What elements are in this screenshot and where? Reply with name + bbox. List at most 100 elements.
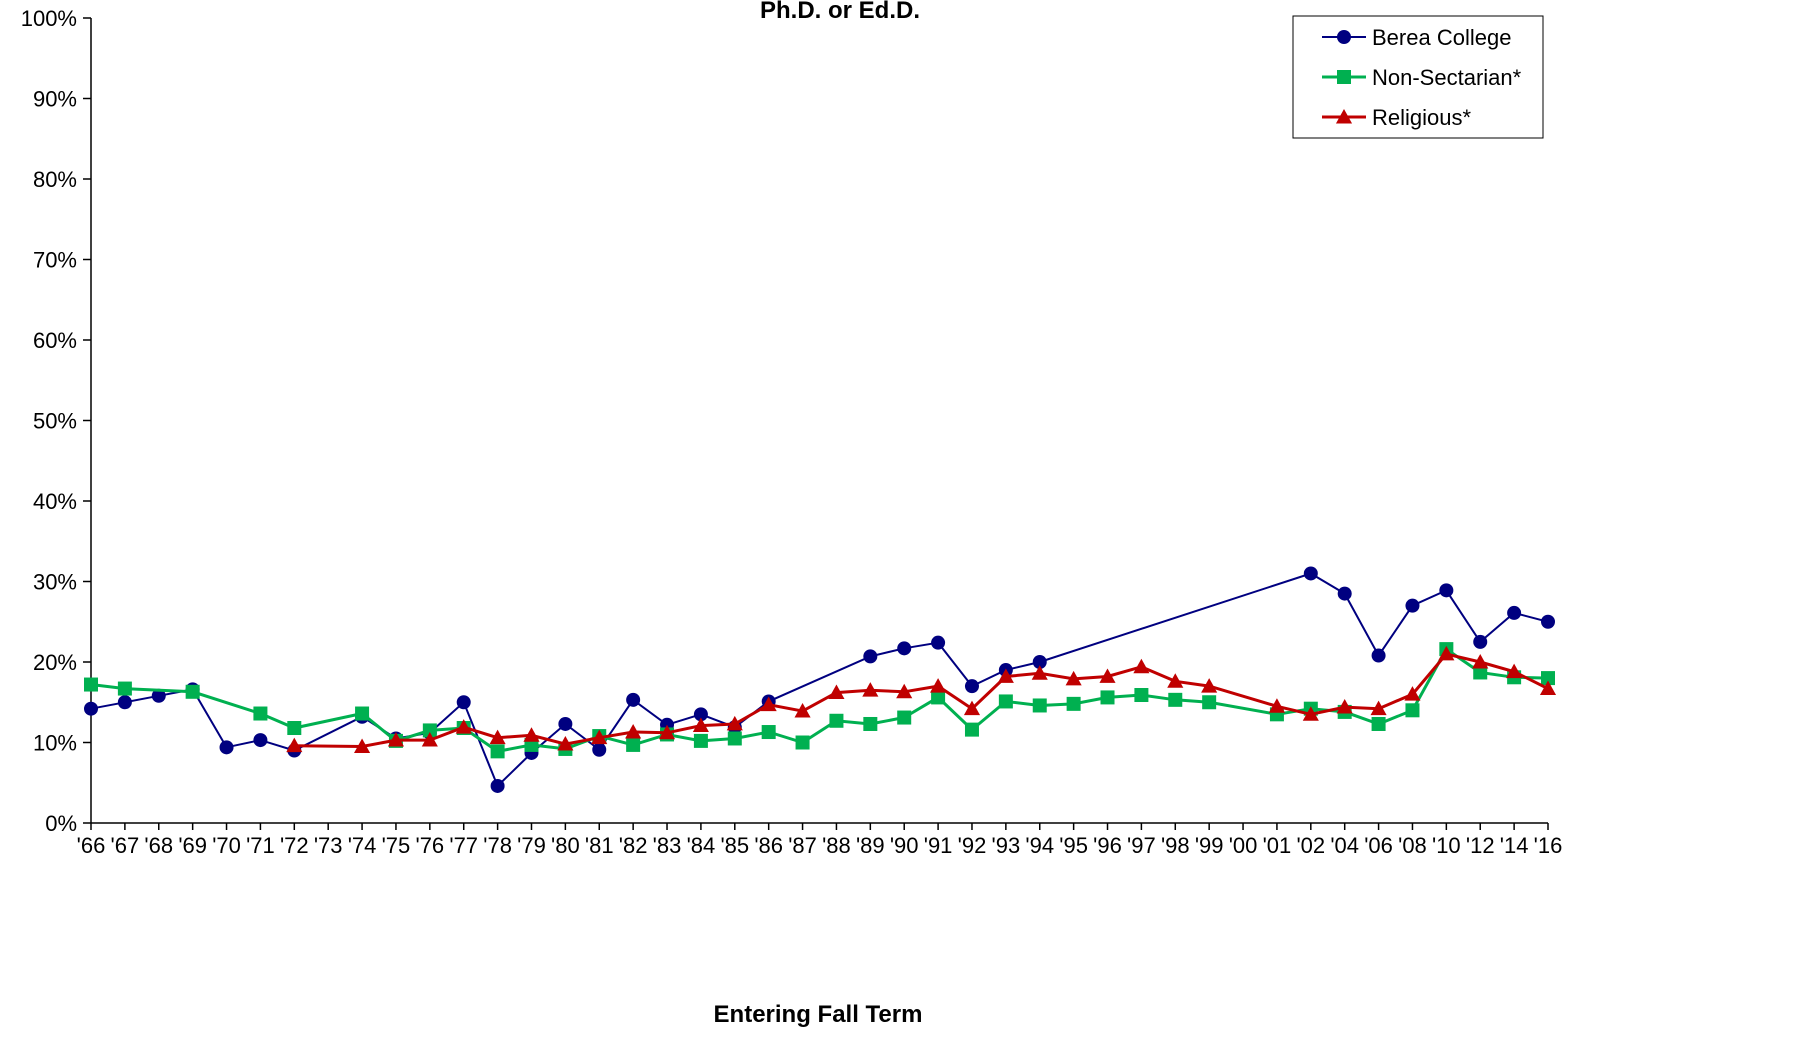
data-point [1099, 668, 1116, 683]
y-tick-label: 100% [21, 6, 77, 31]
x-tick-label: '69 [178, 833, 207, 858]
x-tick-label: '79 [517, 833, 546, 858]
data-point [489, 729, 506, 745]
data-point [828, 684, 845, 700]
x-tick-label: '87 [788, 833, 817, 858]
data-point [760, 696, 777, 712]
data-point [1202, 695, 1217, 710]
data-point [1168, 692, 1183, 707]
data-point [897, 641, 912, 656]
x-tick-label: '97 [1127, 833, 1156, 858]
data-point [862, 682, 879, 697]
series-3 [286, 645, 1557, 753]
data-point [863, 649, 878, 664]
legend-swatch-marker [1337, 70, 1351, 84]
data-point [355, 706, 370, 721]
data-point [1303, 566, 1318, 581]
x-tick-label: '70 [212, 833, 241, 858]
data-point [421, 732, 438, 747]
data-point [761, 725, 776, 740]
data-point [964, 722, 979, 737]
data-point [253, 733, 268, 748]
data-point [84, 677, 98, 692]
data-point [1541, 614, 1555, 629]
x-tick-label: '90 [890, 833, 919, 858]
data-point [1066, 696, 1081, 711]
legend-item: Berea College [1322, 25, 1511, 50]
data-point [1439, 583, 1454, 598]
data-point [692, 717, 709, 733]
data-point [1133, 658, 1150, 674]
x-axis-title: Entering Fall Term [714, 1001, 923, 1028]
x-tick-label: '81 [585, 833, 614, 858]
data-point [1065, 670, 1082, 686]
x-tick-label: '95 [1059, 833, 1088, 858]
data-point [286, 737, 303, 753]
data-point [1507, 605, 1522, 620]
data-point [931, 690, 946, 705]
data-point [1100, 690, 1115, 705]
x-tick-label: '85 [720, 833, 749, 858]
chart-title: Ph.D. or Ed.D. [760, 0, 920, 24]
data-point [1405, 598, 1420, 613]
data-point [1031, 665, 1048, 680]
x-tick-label: '93 [992, 833, 1021, 858]
x-tick-label: '86 [754, 833, 783, 858]
data-point [1473, 665, 1488, 680]
data-point [693, 733, 708, 748]
legend-label: Religious* [1372, 105, 1471, 130]
data-point [558, 716, 573, 731]
x-tick-label: '76 [416, 833, 445, 858]
data-point [897, 710, 912, 725]
y-tick-label: 10% [33, 731, 77, 756]
y-axis-ticks: 0% 10% 20% 30% 40% 50% 60% 70% 80% 90% 100% [21, 6, 91, 836]
x-tick-label: '82 [619, 833, 648, 858]
x-tick-label: '73 [314, 833, 343, 858]
data-point [1473, 634, 1488, 649]
x-tick-label: '98 [1161, 833, 1190, 858]
x-tick-label: '02 [1296, 833, 1325, 858]
data-point [963, 700, 981, 716]
x-tick-label: '67 [111, 833, 140, 858]
data-point [1404, 686, 1421, 701]
x-tick-label: '00 [1229, 833, 1258, 858]
data-point [185, 684, 200, 699]
data-point [490, 744, 505, 759]
y-tick-label: 20% [33, 650, 77, 675]
data-point [1032, 698, 1047, 713]
data-point [456, 695, 471, 710]
legend-item: Non-Sectarian* [1322, 65, 1522, 90]
y-tick-label: 90% [33, 87, 77, 112]
x-tick-label: '92 [958, 833, 987, 858]
data-point [387, 732, 405, 747]
data-point [727, 731, 742, 746]
data-point [117, 695, 132, 710]
legend-label: Non-Sectarian* [1372, 65, 1522, 90]
data-point [557, 736, 574, 751]
x-tick-label: '10 [1432, 833, 1461, 858]
data-point [1371, 716, 1386, 731]
x-tick-label: '74 [348, 833, 377, 858]
data-point [151, 688, 166, 703]
x-tick-label: '01 [1263, 833, 1292, 858]
data-point [794, 703, 811, 718]
y-tick-label: 40% [33, 489, 77, 514]
x-tick-label: '06 [1364, 833, 1393, 858]
data-point [1541, 671, 1555, 686]
data-point [354, 738, 371, 753]
data-point [1032, 655, 1047, 669]
data-point [591, 729, 608, 745]
data-point [1134, 688, 1149, 703]
legend-label: Berea College [1372, 25, 1511, 50]
data-point [1438, 645, 1455, 661]
data-point [931, 635, 946, 650]
legend-item: Religious* [1322, 105, 1471, 130]
y-tick-label: 30% [33, 570, 77, 595]
data-point [626, 737, 641, 752]
x-tick-label: '08 [1398, 833, 1427, 858]
data-point [693, 707, 708, 722]
legend-items: Berea College Non-Sectarian* Religious* [1322, 25, 1522, 130]
x-tick-label: '88 [822, 833, 851, 858]
legend: Berea College Non-Sectarian* Religious* [1292, 15, 1544, 139]
